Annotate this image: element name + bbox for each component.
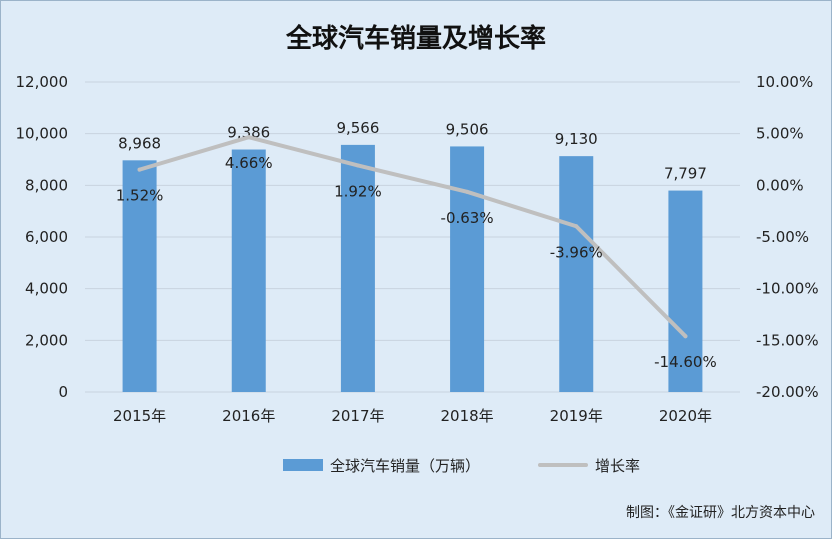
growth-line <box>137 135 688 339</box>
right-tick-label: 10.00% <box>756 73 813 91</box>
left-tick-label: 6,000 <box>25 228 68 246</box>
bar <box>122 160 157 392</box>
gridlines <box>85 81 740 393</box>
left-tick-label: 2,000 <box>25 331 68 349</box>
chart-credit: 制图：《金证研》北方资本中心 <box>626 505 815 521</box>
bar <box>340 144 375 392</box>
left-tick-label: 0 <box>58 383 68 401</box>
bar <box>559 156 594 392</box>
right-tick-label: -15.00% <box>756 331 819 349</box>
legend: 全球汽车销量（万辆） 增长率 <box>283 457 640 475</box>
left-axis: 0 2,000 4,000 6,000 8,000 10,000 12,000 <box>16 73 69 401</box>
category-label: 2020年 <box>659 407 712 425</box>
growth-point <box>574 224 579 229</box>
right-tick-label: -5.00% <box>756 228 809 246</box>
category-label: 2018年 <box>440 407 493 425</box>
left-tick-label: 10,000 <box>16 125 69 143</box>
right-tick-label: -10.00% <box>756 280 819 298</box>
chart-title: 全球汽车销量及增长率 <box>285 23 546 54</box>
growth-value-label: 1.92% <box>334 182 382 200</box>
growth-value-label: -14.60% <box>654 353 717 371</box>
left-tick-label: 4,000 <box>25 280 68 298</box>
right-tick-label: -20.00% <box>756 383 819 401</box>
bar <box>231 149 266 392</box>
x-axis: 2015年 2016年 2017年 2018年 2019年 2020年 <box>113 407 712 425</box>
legend-bar-label: 全球汽车销量（万辆） <box>330 457 480 475</box>
bar <box>668 190 703 392</box>
bar-value-label: 8,968 <box>118 134 161 152</box>
left-tick-label: 12,000 <box>16 73 69 91</box>
line-series: 1.52% 4.66% 1.92% -0.63% -3.96% -14.60% <box>116 135 717 371</box>
growth-value-label: 1.52% <box>116 187 164 205</box>
category-label: 2017年 <box>331 407 384 425</box>
growth-point <box>683 334 688 339</box>
growth-point <box>355 163 360 168</box>
bar-value-label: 9,506 <box>446 120 489 138</box>
bar <box>450 146 485 392</box>
growth-point <box>465 189 470 194</box>
bar-value-label: 9,566 <box>336 119 379 137</box>
bar-value-label: 7,797 <box>664 165 707 183</box>
growth-value-label: -0.63% <box>441 209 494 227</box>
left-tick-label: 8,000 <box>25 176 68 194</box>
right-tick-label: 0.00% <box>756 176 804 194</box>
bar-value-label: 9,386 <box>227 124 270 142</box>
growth-point <box>137 167 142 172</box>
right-axis: -20.00% -15.00% -10.00% -5.00% 0.00% 5.00% 10.… <box>756 73 819 401</box>
legend-line-label: 增长率 <box>595 457 640 475</box>
growth-point <box>246 135 251 140</box>
category-label: 2016年 <box>222 407 275 425</box>
category-label: 2015年 <box>113 407 166 425</box>
legend-bar-swatch <box>283 459 323 471</box>
category-label: 2019年 <box>550 407 603 425</box>
growth-value-label: -3.96% <box>550 243 603 261</box>
growth-value-label: 4.66% <box>225 154 273 172</box>
bar-value-label: 9,130 <box>555 130 598 148</box>
right-tick-label: 5.00% <box>756 125 804 143</box>
bar-series: 8,968 9,386 9,566 9,506 9,130 7,797 <box>118 119 707 392</box>
